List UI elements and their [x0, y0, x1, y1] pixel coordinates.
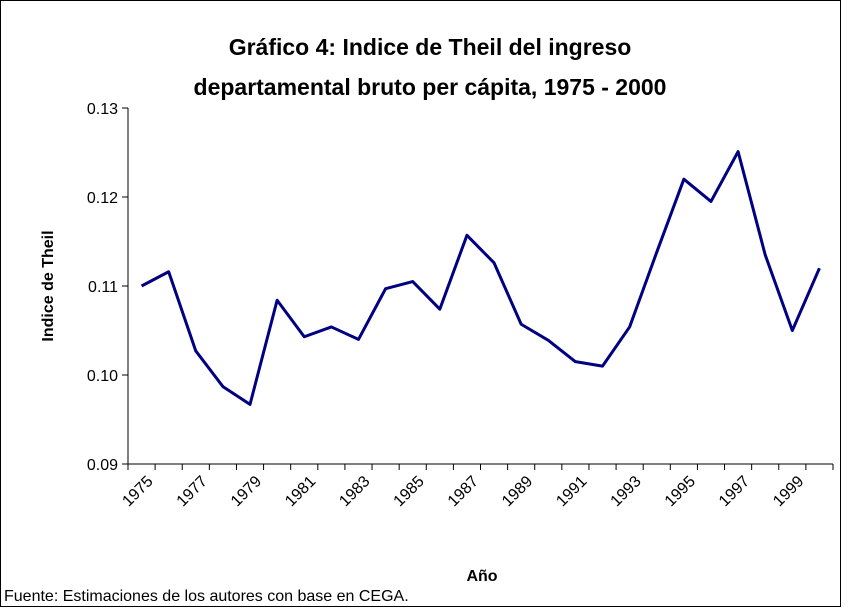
y-tick-label: 0.10	[87, 368, 118, 385]
chart-title: departamental bruto per cápita, 1975 - 2…	[194, 74, 667, 100]
x-axis-label: Año	[466, 568, 497, 585]
y-axis-label: Indice de Theil	[40, 230, 57, 341]
chart-title: Gráfico 4: Indice de Theil del ingreso	[229, 34, 632, 60]
y-tick-label: 0.11	[88, 279, 118, 296]
data-line	[140, 150, 821, 406]
y-tick-label: 0.12	[87, 190, 118, 207]
source-note: Fuente: Estimaciones de los autores con …	[4, 588, 409, 605]
chart-border	[0, 0, 841, 607]
y-tick-label: 0.13	[87, 101, 118, 118]
y-tick-label: 0.09	[87, 457, 118, 474]
